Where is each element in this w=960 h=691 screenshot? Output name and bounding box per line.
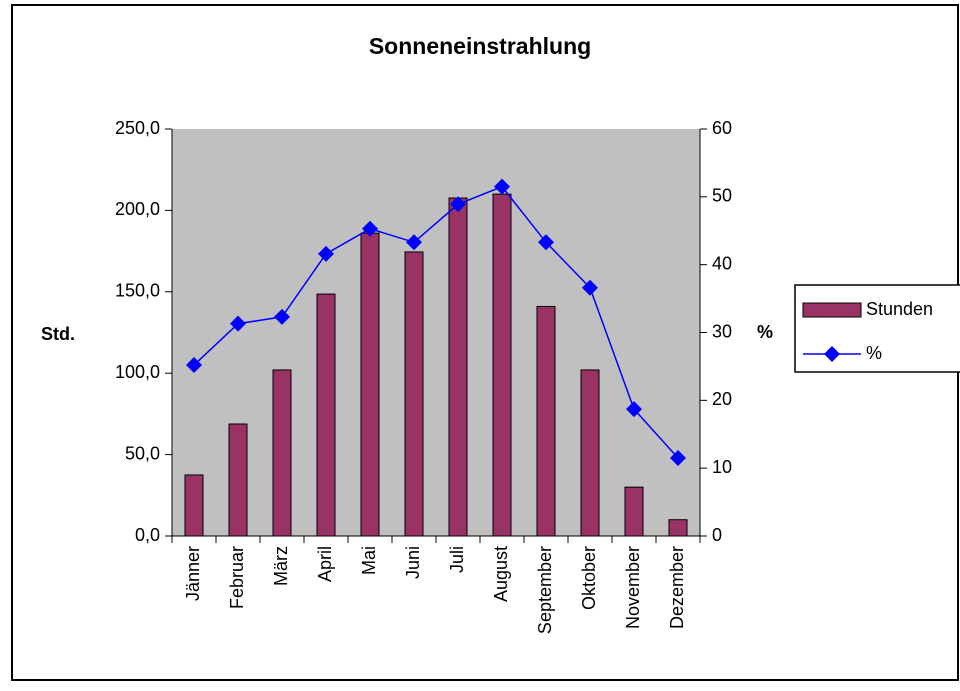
bar <box>272 369 292 537</box>
y-tick-label: 50,0 <box>125 443 160 463</box>
bar <box>360 232 380 537</box>
y-axis-title: Std. <box>41 324 75 344</box>
marker <box>274 308 290 325</box>
y2-tick-label: 0 <box>712 525 722 545</box>
marker <box>362 220 378 237</box>
marker <box>494 178 510 195</box>
x-tick-label: August <box>491 546 511 602</box>
y-tick-label: 0,0 <box>135 525 160 545</box>
y2-tick-label: 50 <box>712 186 732 206</box>
legend: Stunden% <box>794 284 960 373</box>
chart-title: Sonneneinstrahlung <box>369 33 591 59</box>
bar <box>580 369 600 537</box>
x-tick-label: Jänner <box>183 546 203 601</box>
bar <box>492 193 512 537</box>
marker <box>450 196 466 213</box>
x-tick-label: Juli <box>447 546 467 573</box>
y2-tick-label: 10 <box>712 457 732 477</box>
bar <box>536 305 556 537</box>
marker <box>538 234 554 251</box>
bar <box>448 197 468 537</box>
y2-tick-label: 30 <box>712 321 732 341</box>
legend-label: % <box>866 343 882 363</box>
y-tick-label: 150,0 <box>115 281 160 301</box>
x-tick-label: März <box>271 546 291 586</box>
bar <box>228 423 248 537</box>
legend-label: Stunden <box>866 299 933 319</box>
plot-area <box>172 129 700 536</box>
x-tick-label: Dezember <box>667 546 687 629</box>
legend-swatch <box>802 302 862 318</box>
legend-marker <box>824 346 840 362</box>
x-tick-label: November <box>623 546 643 629</box>
bar <box>184 474 204 537</box>
marker <box>406 234 422 251</box>
x-tick-label: April <box>315 546 335 582</box>
y2-tick-label: 20 <box>712 389 732 409</box>
bar <box>668 519 688 537</box>
line <box>193 185 679 459</box>
marker <box>318 245 334 262</box>
bar <box>624 486 644 537</box>
y-tick-label: 200,0 <box>115 199 160 219</box>
marker <box>230 315 246 332</box>
marker <box>626 401 642 418</box>
legend-box <box>794 284 960 373</box>
marker <box>670 449 686 466</box>
x-tick-label: Mai <box>359 546 379 575</box>
x-tick-label: Oktober <box>579 546 599 610</box>
x-tick-label: Juni <box>403 546 423 579</box>
x-tick-label: September <box>535 546 555 634</box>
marker <box>186 357 202 374</box>
y-tick-label: 250,0 <box>115 118 160 138</box>
marker <box>582 279 598 296</box>
y2-tick-label: 60 <box>712 118 732 138</box>
y2-axis-title: % <box>757 322 773 342</box>
bar <box>404 251 424 537</box>
bar <box>316 293 336 537</box>
y2-tick-label: 40 <box>712 253 732 273</box>
x-tick-label: Februar <box>227 546 247 609</box>
y-tick-label: 100,0 <box>115 362 160 382</box>
